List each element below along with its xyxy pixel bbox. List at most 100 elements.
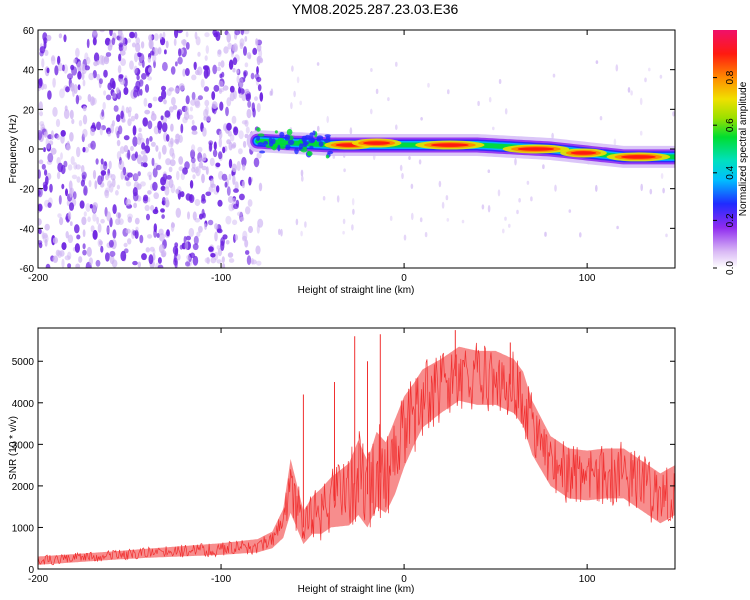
noise-blob (152, 167, 158, 178)
noise-blob (90, 140, 96, 150)
noise-blob (119, 79, 126, 85)
noise-blob (177, 30, 183, 34)
noise-blob (119, 146, 125, 154)
noise-blob (88, 257, 93, 266)
noise-blob (92, 169, 97, 180)
noise-blob (161, 89, 167, 100)
noise-blob (243, 30, 250, 35)
noise-blob (78, 256, 83, 263)
noise-blob (97, 175, 103, 186)
faint-blob (504, 216, 507, 221)
noise-blob (234, 30, 241, 36)
noise-blob (218, 130, 223, 140)
noise-blob (59, 217, 64, 226)
faint-blob (514, 158, 517, 166)
noise-blob (178, 83, 185, 91)
noise-blob (67, 164, 73, 171)
noise-blob (112, 204, 117, 215)
noise-blob (207, 219, 214, 226)
noise-blob (136, 74, 140, 81)
noise-blob (161, 252, 166, 258)
noise-blob (59, 250, 65, 257)
faint-blob (660, 173, 664, 179)
faint-blob (403, 234, 407, 241)
noise-blob (127, 238, 132, 245)
noise-blob (205, 166, 209, 175)
noise-blob (236, 69, 240, 74)
noise-blob (127, 118, 132, 127)
faint-blob (349, 127, 353, 135)
noise-blob (234, 234, 238, 241)
faint-blob (411, 212, 414, 221)
noise-blob (109, 250, 116, 257)
noise-blob (247, 199, 253, 207)
noise-blob (118, 159, 125, 170)
noise-blob (112, 91, 117, 99)
noise-blob (254, 73, 260, 80)
noise-blob (103, 160, 108, 171)
noise-blob (123, 87, 129, 95)
track-clump (284, 134, 291, 141)
noise-blob (153, 33, 159, 41)
noise-blob (247, 100, 252, 108)
noise-blob (189, 180, 194, 189)
noise-blob (168, 166, 173, 173)
noise-blob (175, 133, 181, 143)
noise-blob (165, 40, 169, 49)
noise-blob (92, 213, 97, 222)
track-clump (316, 135, 324, 141)
y-tick-label: -40 (20, 224, 35, 235)
noise-blob (170, 66, 176, 75)
noise-blob (69, 202, 74, 211)
noise-blob (60, 152, 63, 160)
noise-blob (87, 216, 91, 223)
noise-blob (191, 144, 196, 152)
noise-blob (225, 240, 230, 245)
noise-blob (103, 90, 107, 96)
noise-blob (224, 181, 228, 188)
noise-blob (194, 198, 201, 207)
track-clump (280, 143, 286, 150)
faint-blob (497, 189, 501, 197)
noise-blob (204, 55, 208, 61)
track-clump (303, 141, 309, 146)
y-tick-label: 3000 (12, 440, 35, 451)
noise-blob (108, 239, 114, 248)
faint-blob (615, 64, 619, 72)
noise-blob (232, 43, 238, 53)
noise-blob (78, 120, 83, 127)
noise-blob (47, 202, 52, 209)
noise-blob (196, 231, 201, 237)
noise-blob (136, 52, 142, 57)
noise-blob (259, 92, 264, 102)
faint-blob (461, 219, 465, 224)
noise-blob (206, 115, 212, 122)
noise-blob (82, 105, 87, 112)
noise-blob (166, 88, 172, 96)
noise-blob (103, 56, 110, 65)
noise-blob (230, 51, 234, 58)
faint-blob (317, 125, 320, 132)
noise-blob (147, 234, 153, 239)
colorbar-tick-label: 0.2 (725, 213, 736, 227)
noise-blob (256, 152, 262, 159)
noise-blob (214, 223, 219, 230)
noise-blob (103, 69, 108, 78)
noise-blob (125, 181, 132, 187)
noise-blob (93, 52, 100, 63)
noise-blob (148, 254, 154, 265)
faint-blob (399, 164, 403, 171)
noise-blob (68, 180, 73, 191)
noise-blob (149, 246, 155, 252)
faint-blob (488, 96, 492, 103)
y-tick-label: 40 (23, 66, 35, 77)
noise-blob (54, 65, 59, 76)
colorbar-label: Normalized spectral amplitude (738, 81, 749, 216)
faint-blob (595, 184, 598, 192)
noise-blob (210, 178, 215, 187)
noise-blob (100, 158, 104, 165)
noise-blob (188, 227, 195, 237)
noise-blob (246, 52, 252, 59)
faint-blob (672, 111, 675, 117)
faint-blob (427, 82, 430, 88)
